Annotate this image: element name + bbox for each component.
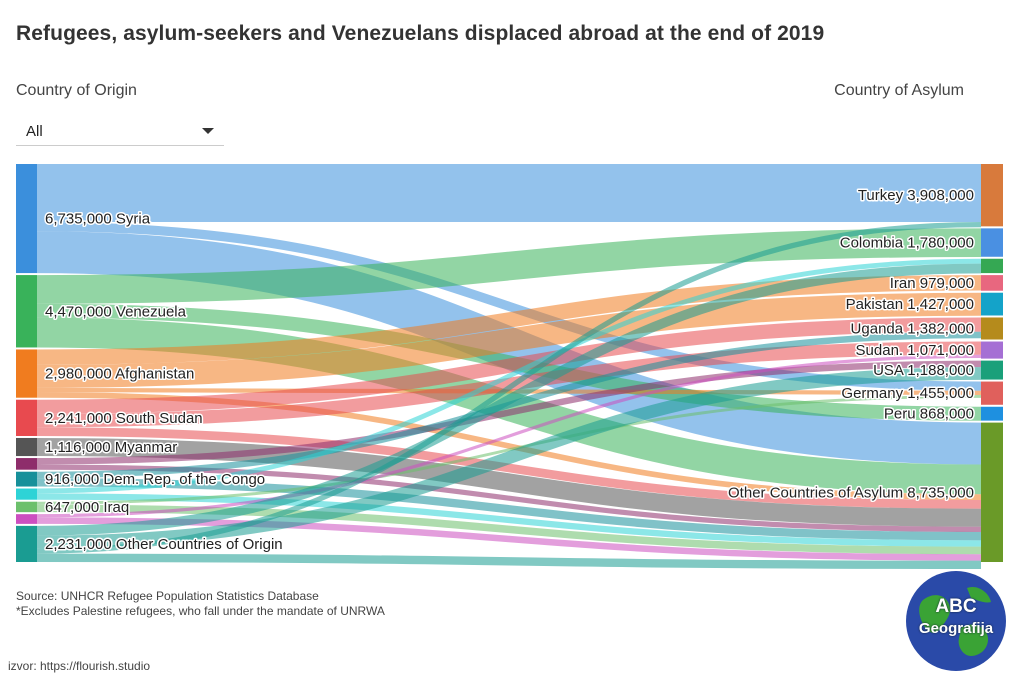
globe-logo-icon (906, 571, 1006, 671)
asylum-node[interactable] (981, 360, 1003, 380)
credit-line: izvor: https://flourish.studio (8, 659, 151, 673)
origin-label: 916,000 Dem. Rep. of the Congo (45, 471, 265, 488)
asylum-label: Germany 1,455,000 (841, 385, 974, 402)
asylum-node[interactable] (981, 422, 1003, 562)
origin-node[interactable] (16, 399, 37, 436)
chevron-down-icon (202, 128, 214, 134)
flow-link[interactable] (36, 221, 982, 391)
chart-title: Refugees, asylum-seekers and Venezuelans… (16, 22, 825, 45)
origin-label: 2,231,000 Other Countries of Origin (45, 536, 283, 553)
asylum-node[interactable] (981, 292, 1003, 316)
origin-node[interactable] (16, 471, 37, 487)
origin-node[interactable] (16, 275, 37, 348)
origin-label: 1,116,000 Myanmar (45, 439, 177, 456)
origin-node[interactable] (16, 501, 37, 513)
flow-link[interactable] (36, 354, 982, 518)
origin-node[interactable] (16, 349, 37, 398)
asylum-header: Country of Asylum (834, 82, 964, 99)
asylum-node[interactable] (981, 381, 1003, 405)
asylum-label: Colombia 1,780,000 (840, 235, 974, 252)
asylum-node[interactable] (981, 228, 1003, 257)
flow-link[interactable] (36, 478, 982, 541)
flow-link[interactable] (36, 493, 982, 547)
flow-link[interactable] (36, 387, 982, 395)
asylum-label: Sudan. 1,071,000 (856, 342, 974, 359)
asylum-label: USA 1,188,000 (873, 362, 974, 379)
asylum-label: Turkey 3,908,000 (858, 187, 974, 204)
nodes (16, 164, 1003, 562)
footnote-line: *Excludes Palestine refugees, who fall u… (16, 604, 385, 618)
asylum-node[interactable] (981, 317, 1003, 340)
flow-link[interactable] (36, 292, 982, 388)
flow-link[interactable] (36, 258, 982, 494)
origin-header: Country of Origin (16, 82, 137, 99)
origin-filter-value: All (26, 123, 43, 140)
asylum-node[interactable] (981, 341, 1003, 359)
flow-link[interactable] (36, 517, 982, 561)
asylum-label: Pakistan 1,427,000 (846, 296, 974, 313)
origin-label: 6,735,000 Syria (45, 211, 151, 228)
flow-link[interactable] (36, 341, 982, 428)
flow-link[interactable] (36, 427, 982, 509)
flow-link[interactable] (36, 221, 982, 554)
origin-node[interactable] (16, 514, 37, 524)
asylum-node[interactable] (981, 164, 1003, 227)
origin-label: 2,980,000 Afghanistan (45, 366, 194, 383)
origin-node[interactable] (16, 488, 37, 500)
flow-link[interactable] (36, 360, 982, 465)
asylum-label: Other Countries of Asylum 8,735,000 (728, 484, 974, 501)
origin-node[interactable] (16, 525, 37, 562)
source-line: Source: UNHCR Refugee Population Statist… (16, 589, 319, 603)
origin-filter-dropdown[interactable]: All (16, 117, 224, 146)
origin-label: 2,241,000 South Sudan (45, 410, 203, 427)
asylum-label: Uganda 1,382,000 (851, 321, 974, 338)
origin-label: 4,470,000 Venezuela (45, 303, 187, 320)
flow-link[interactable] (36, 464, 982, 532)
node-labels: 6,735,000 Syria 4,470,000 Venezuela 2,980,… (44, 186, 976, 555)
flow-link[interactable] (36, 553, 982, 570)
flow-links (36, 164, 982, 570)
flow-link[interactable] (36, 263, 982, 536)
origin-node[interactable] (16, 164, 37, 274)
logo-text-abc: ABC (935, 596, 977, 617)
origin-label: 647,000 Iraq (45, 499, 129, 516)
asylum-label: Peru 868,000 (884, 406, 974, 423)
flow-link[interactable] (36, 437, 982, 527)
asylum-node[interactable] (981, 258, 1003, 274)
asylum-node[interactable] (981, 406, 1003, 421)
origin-node[interactable] (16, 437, 37, 457)
asylum-node[interactable] (981, 275, 1003, 291)
logo-text-geografija: Geografija (918, 620, 994, 637)
origin-node[interactable] (16, 458, 37, 470)
flow-link[interactable] (36, 317, 982, 414)
source-note: Source: UNHCR Refugee Population Statist… (16, 589, 385, 619)
flow-link[interactable] (36, 394, 982, 505)
asylum-label: Iran 979,000 (890, 275, 974, 292)
